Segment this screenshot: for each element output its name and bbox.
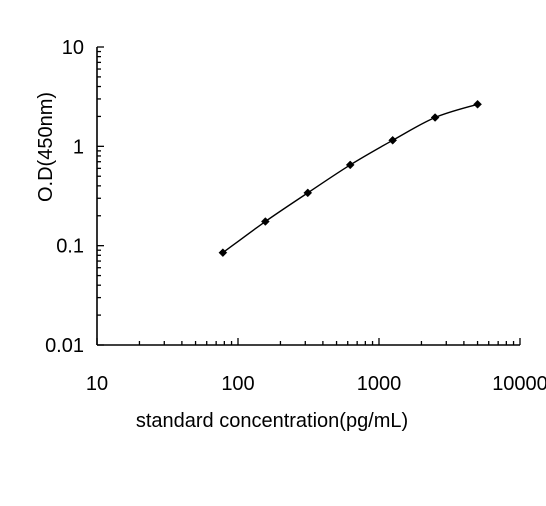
y-axis-title: O.D(450nm) — [35, 92, 57, 202]
x-axis-title: standard concentration(pg/mL) — [136, 410, 408, 432]
data-point-marker — [303, 188, 313, 198]
data-point-marker — [473, 99, 482, 109]
x-tick-label: 10 — [86, 373, 108, 395]
data-point-marker — [388, 135, 398, 145]
x-tick-label: 1000 — [357, 373, 402, 395]
tick-labels-layer: 10 100 1000 10000 0.01 0.1 1 10 — [45, 37, 546, 395]
data-point-marker — [345, 160, 355, 170]
series-line — [222, 103, 478, 254]
axes-layer — [96, 47, 520, 346]
x-tick-label: 10000 — [492, 373, 546, 395]
y-tick-label: 1 — [73, 136, 84, 158]
y-tick-label: 0.01 — [45, 335, 84, 357]
series-layer — [218, 99, 482, 258]
data-point-marker — [218, 248, 228, 258]
data-point-marker — [260, 217, 270, 226]
y-tick-label: 10 — [62, 37, 84, 59]
ticks-layer — [96, 46, 521, 346]
x-tick-label: 100 — [221, 373, 254, 395]
data-point-marker — [430, 113, 440, 122]
y-tick-label: 0.1 — [56, 236, 84, 258]
